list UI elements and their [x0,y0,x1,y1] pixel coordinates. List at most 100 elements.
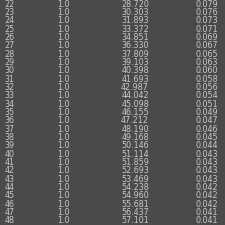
Text: 1.0: 1.0 [57,141,69,150]
Text: 33.372: 33.372 [121,25,149,34]
Text: 1.0: 1.0 [57,33,69,42]
Text: 0.073: 0.073 [196,16,218,25]
Text: 26: 26 [4,33,15,42]
Text: 36.330: 36.330 [121,41,149,50]
Text: 32: 32 [4,83,15,92]
Text: 30.303: 30.303 [121,8,149,17]
Text: 1.0: 1.0 [57,208,69,217]
Text: 53.469: 53.469 [121,175,149,184]
Text: 27: 27 [4,41,15,50]
Text: 45: 45 [4,191,15,200]
Text: 47.212: 47.212 [121,116,149,125]
Text: 1.0: 1.0 [57,125,69,134]
Text: 28: 28 [4,50,15,59]
Text: 34: 34 [4,100,14,109]
Text: 0.042: 0.042 [196,183,218,192]
Text: 24: 24 [4,16,15,25]
Text: 42.987: 42.987 [121,83,149,92]
Text: 0.046: 0.046 [196,125,218,134]
Text: 1.0: 1.0 [57,116,69,125]
Text: 0.067: 0.067 [196,41,218,50]
Text: 0.076: 0.076 [196,8,218,17]
Text: 1.0: 1.0 [57,133,69,142]
Text: 31.893: 31.893 [121,16,149,25]
Text: 41: 41 [4,158,14,167]
Text: 23: 23 [4,8,15,17]
Text: 1.0: 1.0 [57,150,69,159]
Text: 30: 30 [4,66,14,75]
Text: 0.045: 0.045 [196,133,218,142]
Text: 1.0: 1.0 [57,175,69,184]
Text: 1.0: 1.0 [57,91,69,100]
Text: 1.0: 1.0 [57,166,69,175]
Text: 22: 22 [4,0,15,9]
Text: 54.960: 54.960 [121,191,149,200]
Text: 0.043: 0.043 [196,175,218,184]
Text: 1.0: 1.0 [57,8,69,17]
Text: 1.0: 1.0 [57,158,69,167]
Text: 34.851: 34.851 [121,33,149,42]
Text: 46: 46 [4,200,14,209]
Text: 46.155: 46.155 [121,108,149,117]
Text: 0.043: 0.043 [196,166,218,175]
Text: 1.0: 1.0 [57,108,69,117]
Text: 40.398: 40.398 [121,66,149,75]
Text: 54.238: 54.238 [121,183,149,192]
Text: 0.049: 0.049 [196,108,218,117]
Text: 50.146: 50.146 [121,141,149,150]
Text: 37.809: 37.809 [121,50,149,59]
Text: 0.065: 0.065 [196,50,218,59]
Text: 56.437: 56.437 [121,208,149,217]
Text: 51.114: 51.114 [121,150,149,159]
Text: 57.101: 57.101 [121,216,149,225]
Text: 35: 35 [4,108,15,117]
Text: 0.063: 0.063 [196,58,218,67]
Text: 42: 42 [4,166,15,175]
Text: 1.0: 1.0 [57,0,69,9]
Text: 1.0: 1.0 [57,216,69,225]
Text: 0.051: 0.051 [196,100,218,109]
Text: 51.859: 51.859 [121,158,149,167]
Text: 44.042: 44.042 [121,91,149,100]
Text: 1.0: 1.0 [57,200,69,209]
Text: 43: 43 [4,175,14,184]
Text: 0.058: 0.058 [196,75,218,84]
Text: 36: 36 [4,116,14,125]
Text: 1.0: 1.0 [57,191,69,200]
Text: 1.0: 1.0 [57,83,69,92]
Text: 45.098: 45.098 [121,100,149,109]
Text: 40: 40 [4,150,14,159]
Text: 31: 31 [4,75,14,84]
Text: 25: 25 [4,25,15,34]
Text: 52.693: 52.693 [121,166,149,175]
Text: 0.079: 0.079 [196,0,218,9]
Text: 0.042: 0.042 [196,200,218,209]
Text: 39.103: 39.103 [121,58,149,67]
Text: 49.168: 49.168 [121,133,149,142]
Text: 0.041: 0.041 [196,216,218,225]
Text: 0.044: 0.044 [196,141,218,150]
Text: 37: 37 [4,125,15,134]
Text: 41.693: 41.693 [121,75,149,84]
Text: 0.060: 0.060 [196,66,218,75]
Text: 1.0: 1.0 [57,25,69,34]
Text: 0.054: 0.054 [196,91,218,100]
Text: 33: 33 [4,91,14,100]
Text: 0.043: 0.043 [196,158,218,167]
Text: 1.0: 1.0 [57,66,69,75]
Text: 0.056: 0.056 [196,83,218,92]
Text: 48.190: 48.190 [121,125,149,134]
Text: 1.0: 1.0 [57,100,69,109]
Text: 44: 44 [4,183,14,192]
Text: 28.720: 28.720 [121,0,149,9]
Text: 0.069: 0.069 [196,33,218,42]
Text: 0.041: 0.041 [196,208,218,217]
Text: 0.071: 0.071 [196,25,218,34]
Text: 1.0: 1.0 [57,75,69,84]
Text: 55.681: 55.681 [121,200,149,209]
Text: 1.0: 1.0 [57,58,69,67]
Text: 0.047: 0.047 [196,116,218,125]
Text: 0.043: 0.043 [196,150,218,159]
Text: 39: 39 [4,141,15,150]
Text: 1.0: 1.0 [57,16,69,25]
